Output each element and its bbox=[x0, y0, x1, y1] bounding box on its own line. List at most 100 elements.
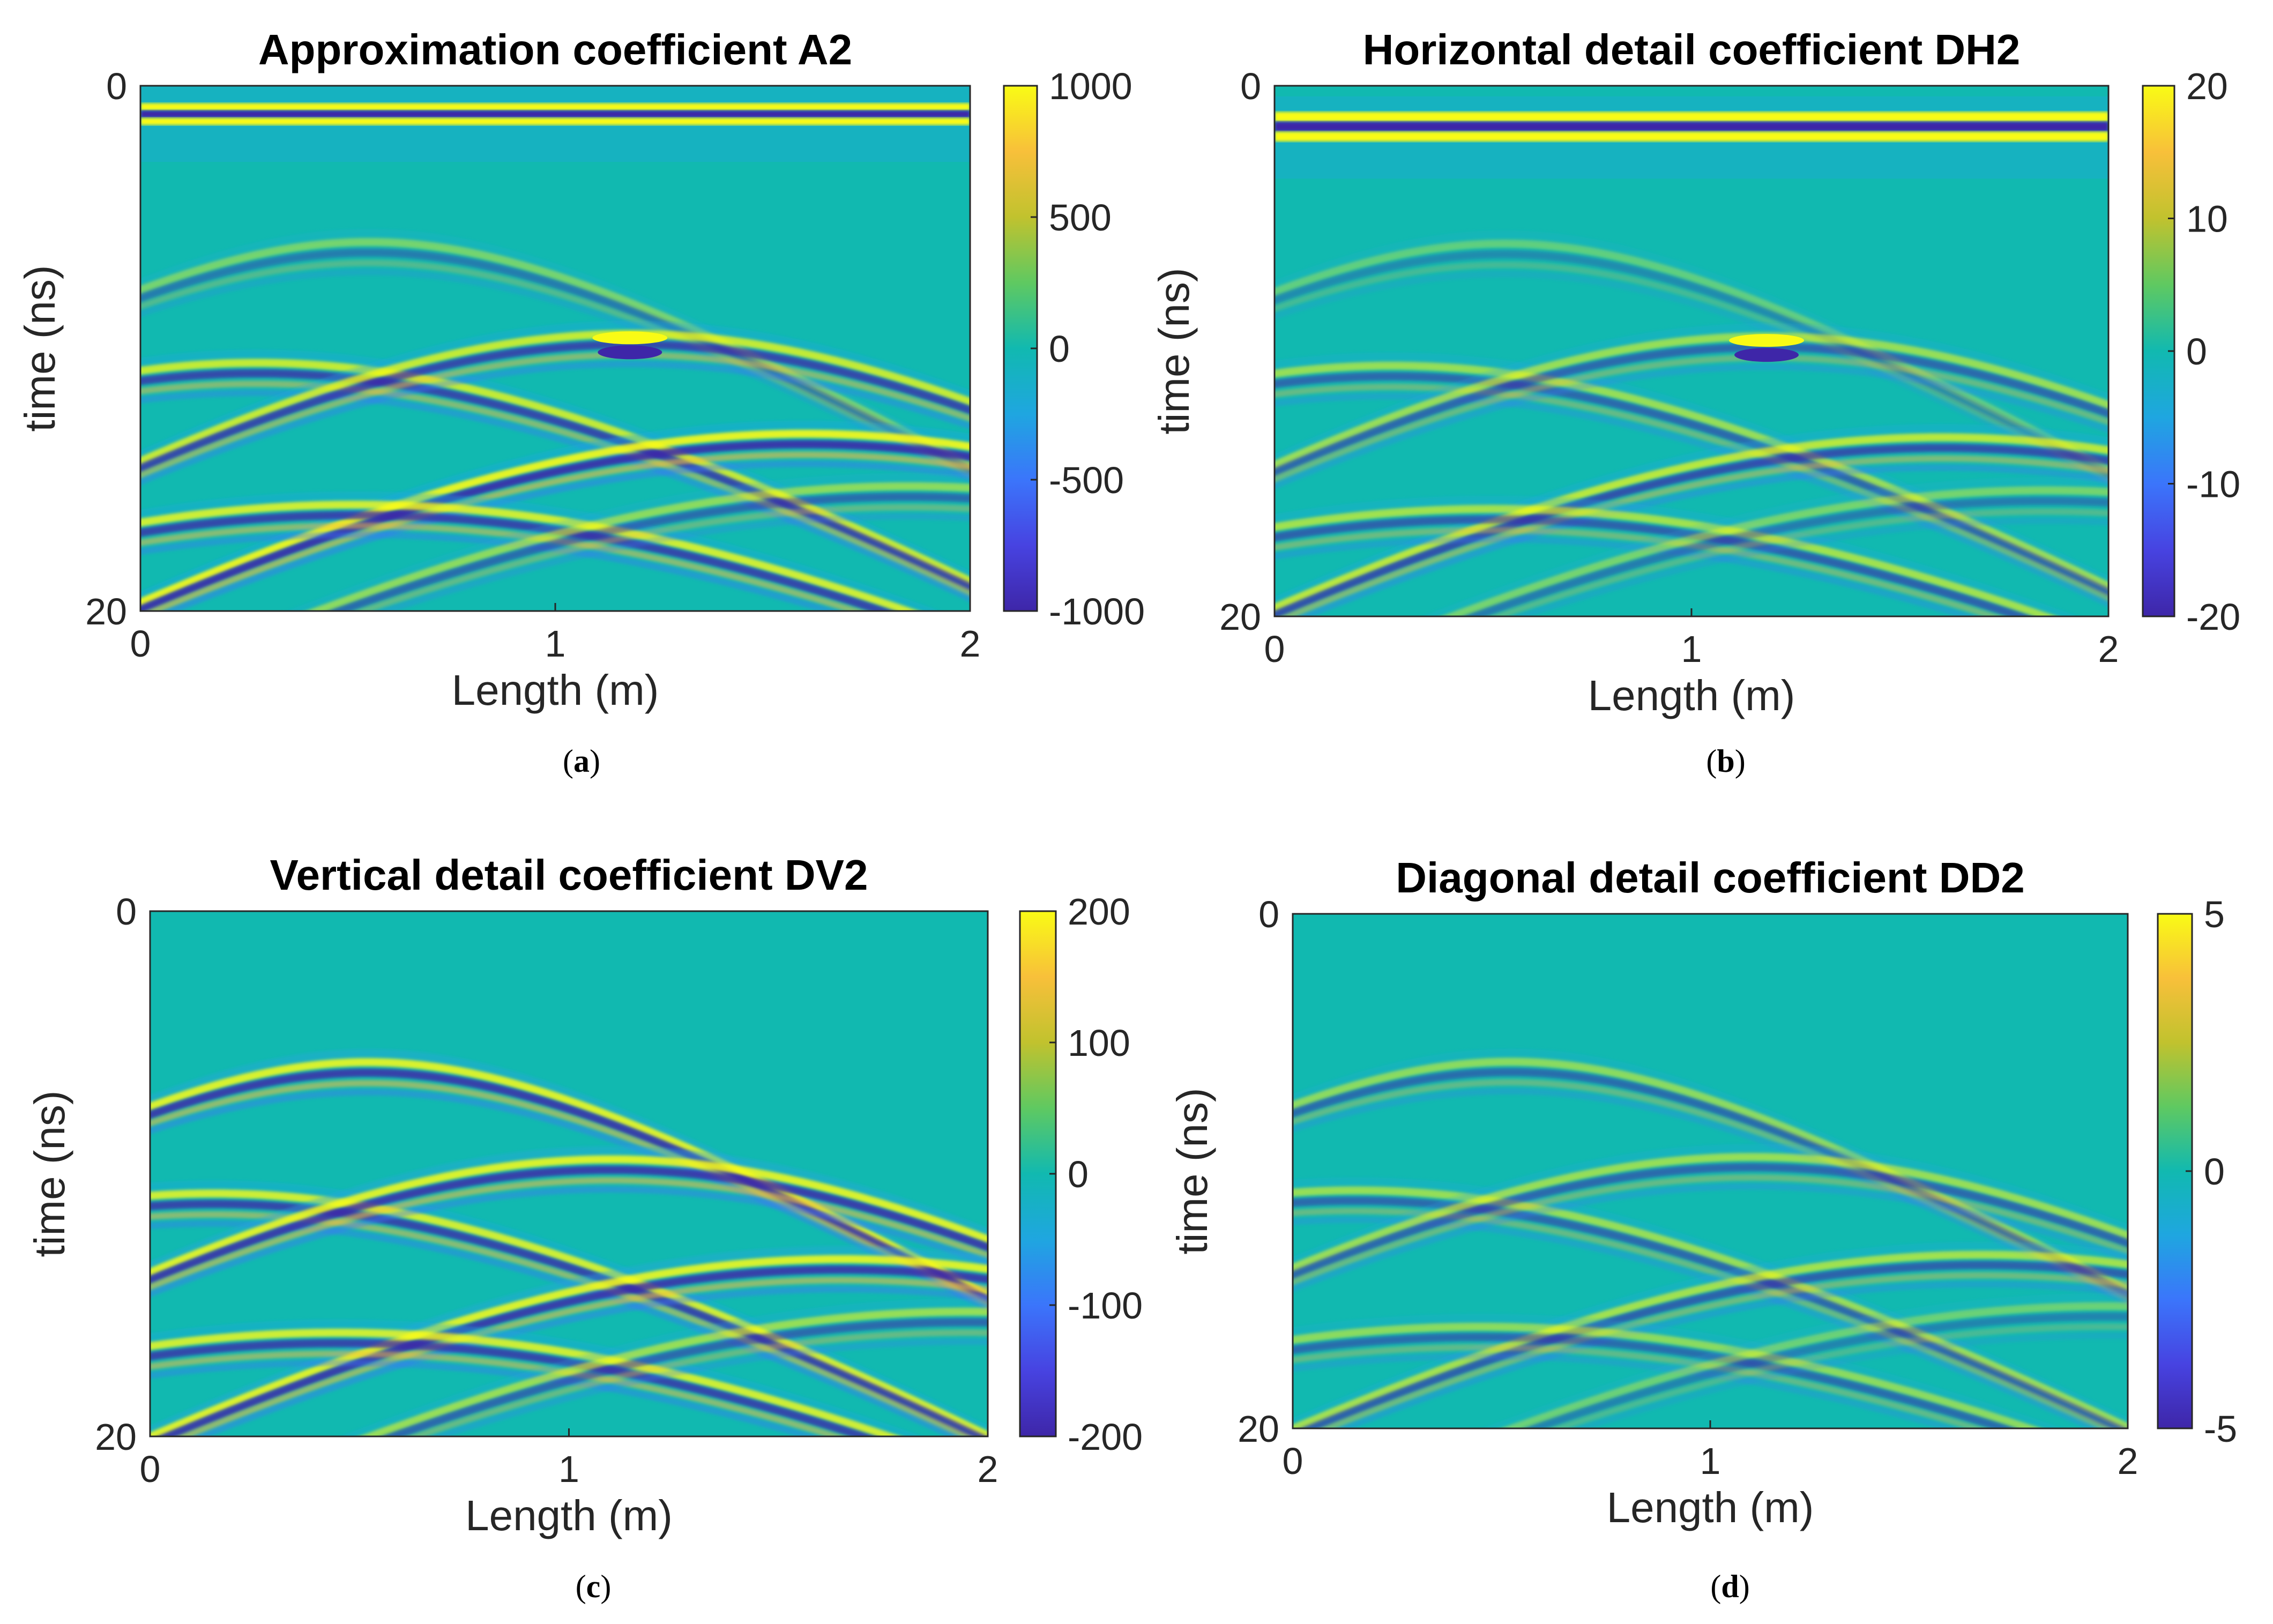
hyperbola-ridge bbox=[150, 1255, 988, 1436]
colorbar-tick-label: -500 bbox=[1049, 459, 1124, 501]
hyperbola bbox=[140, 420, 970, 611]
hyperbola-ridge bbox=[140, 440, 970, 611]
hyperbola-ridge bbox=[1275, 444, 2108, 616]
hyperbola-ridge bbox=[1293, 1186, 2128, 1428]
panel-a: Approximation coefficient A20 1 2020Length… bbox=[16, 26, 1145, 779]
hyperbola-ridge bbox=[1275, 332, 2108, 470]
x-axis-label: Length (m) bbox=[1588, 672, 1795, 719]
hyperbola-ridge bbox=[1275, 433, 2108, 613]
hyperbola-ridge bbox=[140, 420, 970, 604]
hyperbola bbox=[1293, 1177, 2128, 1428]
hyperbola-ridge bbox=[150, 1246, 988, 1436]
y-axis-label: time (ns) bbox=[16, 265, 64, 431]
hyperbola bbox=[1275, 323, 2108, 490]
hyperbola-ridge bbox=[1275, 361, 2108, 591]
hyperbola-ridge bbox=[1275, 505, 2057, 616]
apex-highlight bbox=[592, 331, 668, 345]
hyperbola bbox=[1275, 424, 2108, 616]
hyperbola-ridge bbox=[1293, 1196, 2128, 1428]
x-tick-label: 2 bbox=[2098, 628, 2119, 670]
hyperbola-ridge bbox=[1293, 1174, 2128, 1286]
direct-wave-band bbox=[1275, 111, 2108, 122]
hyperbola-ridge bbox=[1293, 1322, 2041, 1428]
hyperbola-ridge bbox=[140, 501, 919, 611]
heatmap-image bbox=[1293, 1048, 2128, 1428]
hyperbola-ridge bbox=[1293, 1183, 2128, 1292]
hyperbola bbox=[339, 1298, 988, 1436]
hyperbola bbox=[1275, 352, 2108, 608]
hyperbola-ridge bbox=[150, 1211, 973, 1436]
x-tick-label: 2 bbox=[2118, 1440, 2138, 1482]
apex-shadow bbox=[1734, 348, 1799, 362]
hyperbola-ridge bbox=[1421, 477, 2108, 616]
hyperbola-ridge bbox=[1296, 464, 2108, 616]
x-tick-label: 1 bbox=[1700, 1440, 1721, 1482]
hyperbola-ridge bbox=[1293, 1163, 2128, 1279]
chart-title: Approximation coefficient A2 bbox=[258, 26, 852, 73]
hyperbola-ridge bbox=[150, 1155, 988, 1277]
colorbar-tick-label: 100 bbox=[1068, 1022, 1130, 1064]
x-tick-label: 2 bbox=[960, 623, 981, 665]
hyperbola-ridge bbox=[1275, 323, 2108, 466]
hyperbola-ridge bbox=[1280, 455, 2108, 616]
x-tick-label: 1 bbox=[545, 623, 566, 665]
hyperbola-ridge bbox=[1293, 1153, 2128, 1272]
colorbar-tick-label: -20 bbox=[2186, 596, 2240, 638]
y-axis-label: time (ns) bbox=[1168, 1087, 1216, 1254]
colorbar-gradient bbox=[2157, 913, 2193, 1429]
colorbar-tick-label: -1000 bbox=[1049, 591, 1145, 632]
hyperbola-ridge bbox=[1293, 1144, 2128, 1269]
hyperbola-ridge bbox=[1293, 1241, 2128, 1428]
heatmap-image bbox=[1275, 96, 2108, 616]
hyperbola-ridge bbox=[150, 1319, 923, 1436]
hyperbola-ridge bbox=[1299, 1261, 2128, 1428]
x-tick-label: 0 bbox=[130, 623, 151, 665]
y-tick-label: 20 bbox=[95, 1416, 137, 1458]
hyperbola bbox=[286, 473, 970, 611]
y-axis-label: time (ns) bbox=[26, 1090, 73, 1257]
hyperbola-ridge bbox=[150, 1146, 988, 1273]
hyperbola-ridge bbox=[1523, 1312, 2128, 1428]
hyperbola-ridge bbox=[1275, 536, 1978, 616]
colorbar-tick-label: 0 bbox=[1049, 328, 1070, 370]
hyperbola-ridge bbox=[150, 1166, 988, 1284]
colorbar-tick-label: 200 bbox=[1068, 891, 1130, 933]
hyperbola-ridge bbox=[140, 531, 841, 611]
hyperbola bbox=[1293, 1144, 2128, 1292]
hyperbola-ridge bbox=[150, 1089, 988, 1312]
direct-wave-band bbox=[1275, 121, 2108, 132]
y-tick-label: 0 bbox=[116, 891, 137, 933]
direct-wave-band bbox=[140, 103, 970, 111]
colorbar-tick-label: 0 bbox=[2186, 331, 2207, 373]
panel-caption: (c) bbox=[576, 1569, 612, 1604]
hyperbola-ridge bbox=[1275, 352, 2108, 588]
panel-caption: (d) bbox=[1710, 1569, 1749, 1604]
colorbar: 5 0 -5 bbox=[2157, 893, 2237, 1450]
hyperbola-ridge bbox=[407, 1329, 988, 1436]
colorbar: 1000 500 0 -500 -1000 bbox=[1003, 65, 1145, 632]
hyperbola-ridge bbox=[1275, 372, 2108, 597]
hyperbola-ridge bbox=[1548, 1323, 2128, 1428]
hyperbola-ridge bbox=[1570, 1332, 2128, 1428]
hyperbola-ridge bbox=[193, 1286, 988, 1436]
hyperbola-ridge bbox=[150, 1189, 988, 1436]
colorbar-tick-label: -5 bbox=[2204, 1408, 2237, 1450]
x-tick-label: 0 bbox=[1264, 628, 1285, 670]
x-tick-label: 1 bbox=[558, 1448, 579, 1490]
hyperbola-ridge bbox=[140, 352, 970, 479]
hyperbola-ridge bbox=[140, 429, 970, 607]
apex-highlight bbox=[1729, 334, 1805, 347]
hyperbola-ridge bbox=[1510, 517, 2108, 616]
chart-title: Diagonal detail coefficient DD2 bbox=[1396, 854, 2025, 902]
colorbar-tick-label: 20 bbox=[2186, 65, 2228, 107]
x-tick-label: 2 bbox=[978, 1448, 998, 1490]
colorbar-tick-label: 10 bbox=[2186, 198, 2228, 240]
heatmap-image bbox=[150, 1049, 988, 1436]
hyperbola-ridge bbox=[140, 330, 970, 466]
y-tick-label: 0 bbox=[1240, 65, 1261, 107]
hyperbola-ridge bbox=[140, 491, 941, 611]
hyperbola-ridge bbox=[1275, 495, 2078, 616]
